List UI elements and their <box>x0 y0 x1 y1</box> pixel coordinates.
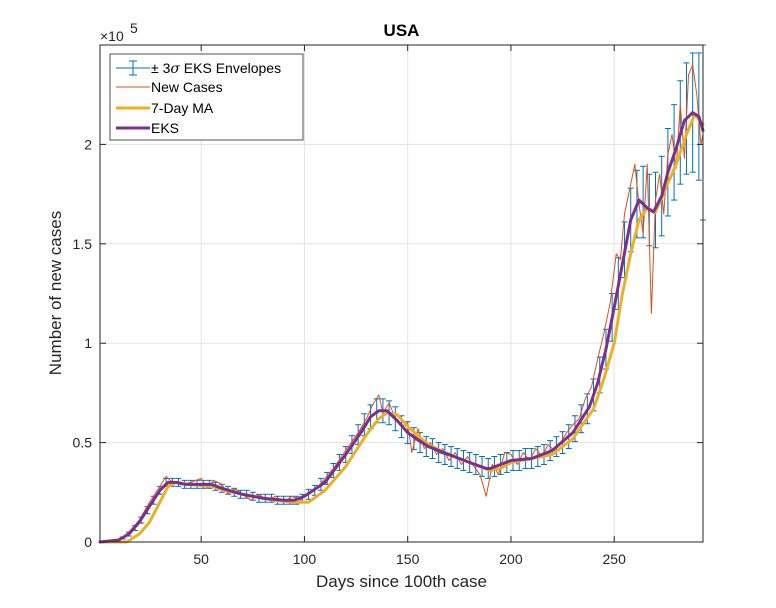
line-series <box>98 64 705 544</box>
y-exponent-label: ×10 5 <box>100 20 138 44</box>
plot-frame <box>99 44 704 543</box>
legend-item-eks: EKS <box>116 120 179 136</box>
y-tick-label: 0.5 <box>73 435 93 451</box>
legend-label-new-cases: New Cases <box>151 79 223 95</box>
y-tick-label: 1.5 <box>73 236 93 252</box>
x-tick-label: 200 <box>499 551 523 567</box>
y-tick-label: 0 <box>84 534 92 550</box>
x-tick-label: 100 <box>293 551 317 567</box>
y-tick-label: 2 <box>84 136 92 152</box>
y-exponent-base: ×10 <box>100 28 124 44</box>
series-line-eks <box>98 111 705 544</box>
x-axis-label: Days since 100th case <box>316 572 487 591</box>
y-tick-label: 1 <box>84 335 92 351</box>
y-exponent-power: 5 <box>130 20 138 36</box>
legend-label-ma7: 7-Day MA <box>151 100 214 116</box>
x-tick-label: 50 <box>193 551 209 567</box>
legend-label-eks: EKS <box>151 120 179 136</box>
x-tick-label: 250 <box>603 551 627 567</box>
axis-ticks: 50 100 150 200 250 0 0.5 1 1.5 2 <box>73 45 703 567</box>
legend-item-new-cases: New Cases <box>116 79 223 95</box>
chart-title: USA <box>384 21 420 40</box>
legend-item-envelope: ± 3σ EKS Envelopes <box>116 60 281 77</box>
legend: ± 3σ EKS Envelopes New Cases 7-Day MA EK… <box>109 53 304 141</box>
x-tick-label: 150 <box>396 551 420 567</box>
legend-item-ma7: 7-Day MA <box>116 100 214 116</box>
legend-label-envelope: ± 3σ EKS Envelopes <box>151 60 281 77</box>
y-axis-label: Number of new cases <box>46 211 65 375</box>
